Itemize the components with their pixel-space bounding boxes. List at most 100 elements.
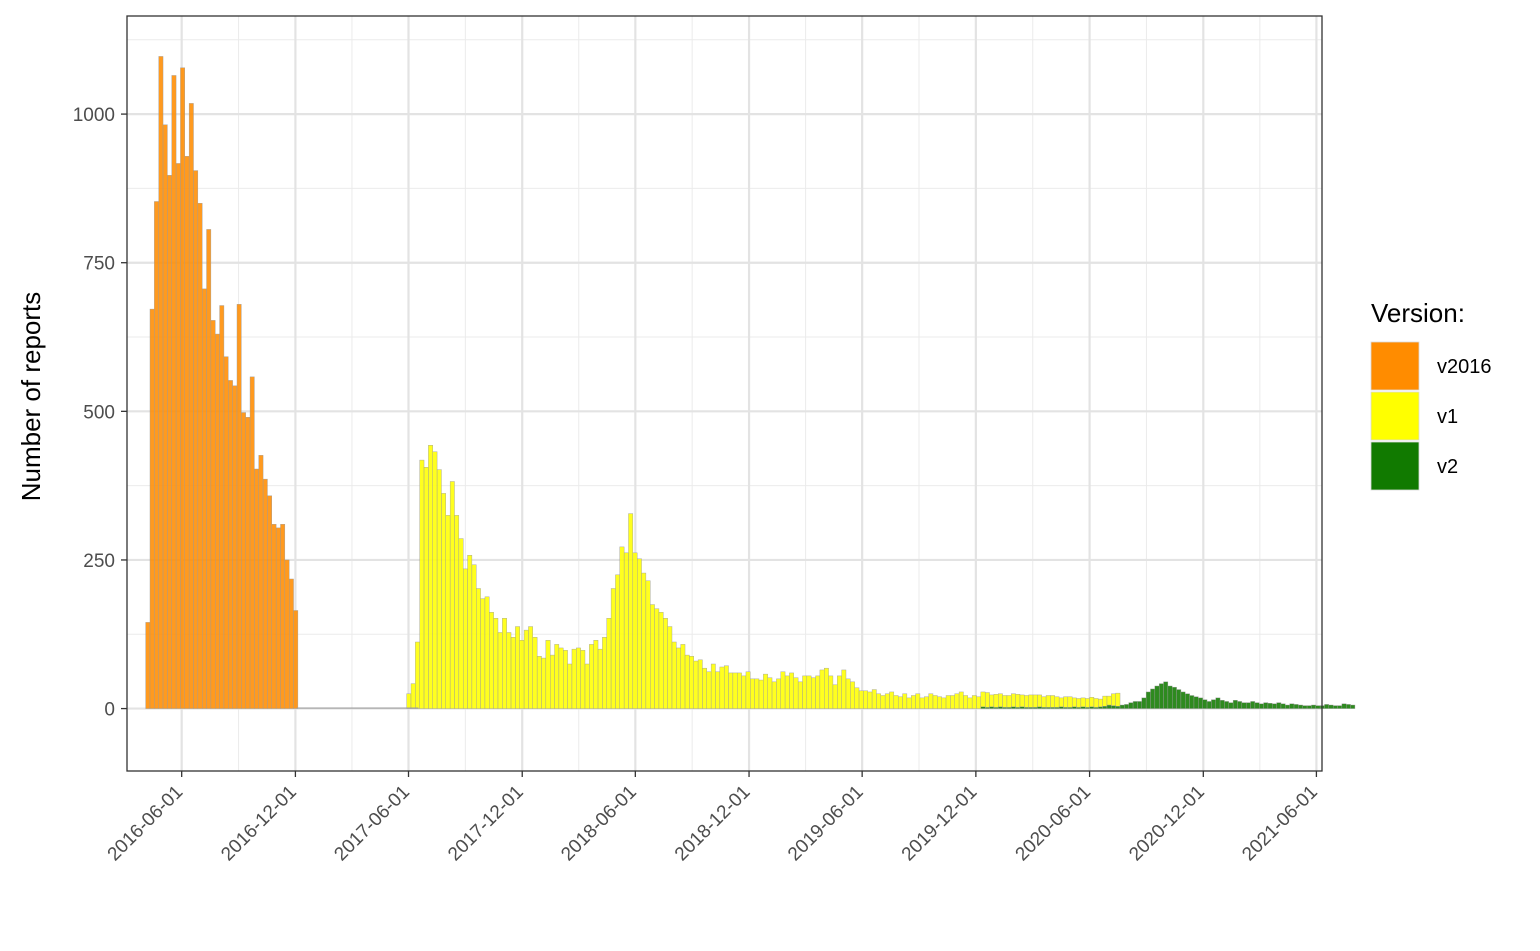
bar-v1 [915, 693, 921, 709]
bar-v1 [510, 637, 516, 709]
bar-v1 [406, 693, 412, 709]
bar-v2 [1298, 704, 1303, 709]
bar-v1 [841, 669, 847, 709]
bar-v1 [423, 467, 429, 709]
y-tick-label: 1000 [73, 105, 115, 126]
bar-v1 [658, 612, 664, 709]
bar-v1 [971, 695, 977, 709]
bar-v1 [541, 657, 547, 709]
y-tick-label: 500 [83, 402, 115, 423]
bar-v2 [1332, 705, 1338, 709]
bar-v2 [1341, 703, 1347, 709]
bar-v1 [1050, 695, 1055, 708]
bar-v1 [780, 671, 786, 709]
bar-v1 [432, 451, 438, 709]
y-axis-title: Number of reports [16, 292, 46, 502]
bar-v1 [893, 695, 899, 709]
bar-v1 [911, 695, 916, 709]
bar-v1 [719, 666, 725, 709]
y-tick-label: 250 [83, 551, 115, 572]
bar-v1 [549, 654, 555, 709]
bar-v1 [1058, 697, 1064, 707]
bar-v1 [950, 695, 955, 709]
bar-v2 [1145, 691, 1151, 709]
bar-v2 [1241, 702, 1247, 709]
bar-v1 [815, 675, 821, 709]
bar-v1 [484, 596, 490, 709]
bar-v2 [1172, 686, 1177, 709]
bar-v2016 [206, 229, 212, 709]
bar-v1 [676, 647, 681, 709]
bars [145, 56, 1356, 709]
bar-v1 [728, 672, 734, 709]
bar-v2016 [175, 163, 181, 709]
bar-v2 [998, 706, 1003, 709]
bar-v1 [1032, 694, 1038, 708]
bar-v1 [654, 608, 660, 709]
bar-v1 [545, 640, 551, 709]
bar-v1 [702, 667, 707, 709]
bar-v1 [806, 675, 812, 709]
bar-v1 [554, 644, 560, 709]
bar-v1 [706, 671, 712, 709]
bar-v2 [1237, 701, 1243, 709]
bar-v2 [1098, 706, 1103, 709]
bar-v2 [1350, 704, 1356, 709]
bar-v1 [980, 691, 986, 707]
bar-v2 [1141, 697, 1147, 709]
bar-v2016 [280, 524, 286, 709]
bar-v2 [1150, 688, 1156, 709]
bar-v2 [1285, 704, 1290, 709]
bar-v1 [671, 641, 677, 709]
bar-v1 [802, 675, 808, 709]
bar-v2016 [223, 356, 229, 709]
bar-v1 [754, 678, 760, 709]
bar-v1 [976, 696, 982, 709]
bar-v2016 [171, 75, 177, 709]
legend-label-v2: v2 [1437, 456, 1458, 478]
bar-v2016 [197, 203, 203, 709]
bar-v2 [1315, 705, 1321, 709]
bar-v2 [1058, 706, 1064, 709]
bar-v1 [958, 691, 964, 709]
bar-v1 [745, 671, 751, 709]
bar-v2016 [228, 380, 233, 709]
bar-v2 [1124, 704, 1129, 709]
bar-v2016 [232, 385, 238, 709]
bar-v1 [1071, 697, 1077, 707]
bar-v2 [1293, 704, 1299, 709]
bar-v1 [928, 693, 934, 709]
bar-v2016 [193, 170, 199, 709]
bar-v2 [1132, 701, 1138, 709]
bar-v1 [919, 697, 925, 709]
y-tick-label: 750 [83, 254, 115, 275]
bar-v1 [1002, 695, 1008, 708]
bar-v1 [632, 552, 638, 709]
bar-v2 [1037, 706, 1042, 709]
bar-v1 [876, 693, 881, 709]
bar-v2 [1163, 681, 1169, 709]
bar-v2 [1176, 689, 1182, 709]
bar-v2 [1080, 706, 1086, 709]
legend-label-v1: v1 [1437, 406, 1458, 428]
bar-v1 [1037, 694, 1042, 707]
bar-v2016 [184, 156, 190, 709]
bar-v1 [610, 588, 616, 709]
bar-v1 [1080, 697, 1086, 707]
bar-v2 [1185, 693, 1190, 709]
bar-v1 [693, 660, 699, 709]
bar-v1 [889, 691, 895, 709]
bar-v1 [945, 695, 951, 709]
bar-v1 [1115, 692, 1121, 707]
bar-v1 [680, 644, 686, 709]
bar-v1 [984, 692, 990, 708]
bar-v2 [1254, 702, 1260, 709]
bar-v1 [519, 640, 525, 709]
bar-v1 [824, 667, 829, 709]
bar-v1 [989, 694, 995, 707]
bar-v1 [471, 564, 477, 709]
bar-v2 [1089, 706, 1095, 709]
grid-minor [127, 16, 1322, 771]
bar-v1 [576, 647, 581, 709]
bar-v1 [767, 677, 773, 709]
